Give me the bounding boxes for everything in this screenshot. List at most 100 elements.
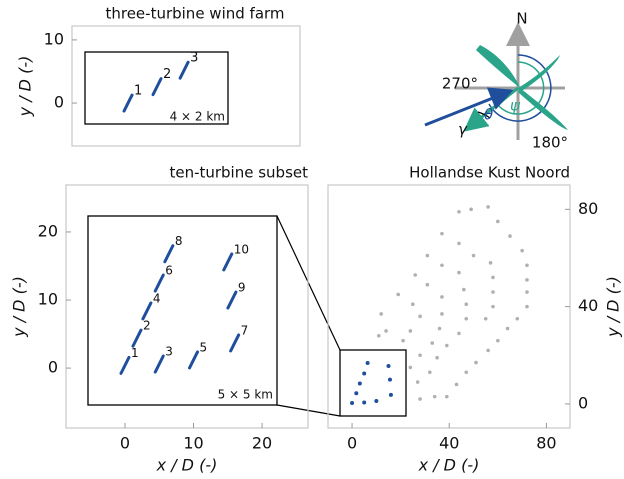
turbine-dot (471, 253, 476, 258)
turbine-dot (418, 314, 422, 319)
turbine-dot (464, 316, 469, 321)
y-tick-label: 0 (54, 93, 64, 112)
theta-arc (488, 54, 552, 122)
subset-dot (350, 400, 355, 405)
turbine-label: 3 (165, 345, 173, 359)
subset-dot (388, 392, 393, 397)
y-tick-label: 0 (578, 393, 588, 412)
turbine-dot (415, 380, 420, 384)
x-tick-label: 10 (183, 434, 203, 453)
y-tick-label: 0 (48, 358, 58, 377)
subset-dot (386, 363, 391, 368)
turbine-dot (384, 329, 388, 333)
turbine (178, 60, 190, 80)
turbine-dot (457, 209, 461, 214)
turbine-dot (432, 394, 437, 399)
turbine-dot (496, 219, 500, 224)
x-tick-label: 0 (120, 434, 130, 453)
turbine-label: 5 (200, 340, 208, 354)
turbine (226, 290, 238, 310)
subset-dot (357, 381, 362, 386)
turbine-dot (435, 355, 439, 360)
turbine-dot (520, 248, 524, 253)
turbine-dot (457, 331, 461, 336)
turbine-dot (525, 304, 529, 309)
turbine-label: 1 (134, 84, 142, 99)
subset-inset (339, 349, 407, 417)
turbine-dot (486, 205, 490, 209)
psi-arc (497, 61, 545, 115)
turbine-dot (401, 338, 405, 343)
subset-dot (362, 371, 367, 376)
turbine-dot (515, 316, 520, 321)
turbine (163, 244, 175, 264)
turbine-dot (425, 282, 430, 287)
turbine-dot (425, 253, 430, 258)
north-label: N (516, 10, 527, 28)
turbine-dot (469, 207, 473, 212)
turbine-dot (462, 287, 466, 292)
turbine (153, 273, 165, 293)
turbine (122, 93, 134, 113)
compass: N 270° 180° θ ψ γ (424, 10, 568, 152)
x-tick-label: 0 (347, 434, 357, 453)
y-axis-label: y / D (-) (10, 276, 29, 338)
annotation: 5 × 5 km (218, 388, 273, 402)
west-label: 270° (442, 75, 478, 93)
axes-frame (71, 25, 301, 147)
x-tick-label: 20 (252, 434, 272, 453)
turbine-dot (413, 273, 418, 277)
turbine-dot (454, 382, 459, 387)
y-axis-label: y / D (-) (604, 276, 623, 338)
turbine-label: 4 (153, 291, 161, 305)
turbine-dot (408, 365, 413, 370)
turbine-label: 2 (143, 319, 151, 333)
turbine-dot (440, 263, 444, 268)
psi-label: ψ (510, 97, 521, 115)
turbine-label: 1 (131, 346, 139, 360)
turbine (222, 252, 234, 272)
subset-dot (354, 391, 359, 396)
turbine-dot (445, 394, 449, 399)
turbine-dot (430, 341, 435, 345)
turbine-dot (457, 241, 461, 246)
turbine-dot (508, 234, 512, 238)
turbine-label: 9 (238, 281, 246, 295)
turbine (141, 301, 153, 321)
turbine-dot (474, 360, 478, 365)
gamma-label: γ (458, 121, 468, 139)
x-tick-label: 80 (536, 434, 556, 453)
turbine (188, 350, 200, 370)
axes-frame (65, 184, 309, 429)
y-tick-label: 20 (38, 221, 58, 240)
turbine-dot (464, 302, 469, 306)
gamma-arc (477, 111, 491, 119)
turbine-dot (496, 338, 500, 343)
turbine-label: 10 (234, 242, 249, 256)
turbine-dot (445, 343, 449, 348)
x-tick-label: 40 (439, 434, 459, 453)
turbine-dot (428, 370, 432, 375)
turbine-dot (491, 275, 495, 280)
farm-outline (84, 51, 229, 125)
x-axis-label: x / D (-) (418, 456, 480, 475)
turbine-dot (379, 312, 384, 316)
turbine-dot (525, 278, 529, 282)
annotation: 4 × 2 km (170, 110, 225, 124)
blade (518, 88, 568, 130)
turbine-dot (418, 353, 422, 358)
turbine (119, 355, 131, 375)
turbine-dot (488, 261, 493, 265)
turbine-label: 6 (165, 264, 173, 278)
turbine-dot (483, 316, 488, 321)
y-axis-label: y / D (-) (16, 56, 35, 118)
turbine-dot (376, 334, 381, 338)
turbine-label: 7 (241, 323, 249, 337)
turbine (131, 328, 143, 348)
subset-dot (365, 361, 370, 366)
turbine-dot (418, 397, 422, 401)
turbine-dot (491, 290, 495, 294)
y-tick-label: 40 (578, 296, 598, 315)
